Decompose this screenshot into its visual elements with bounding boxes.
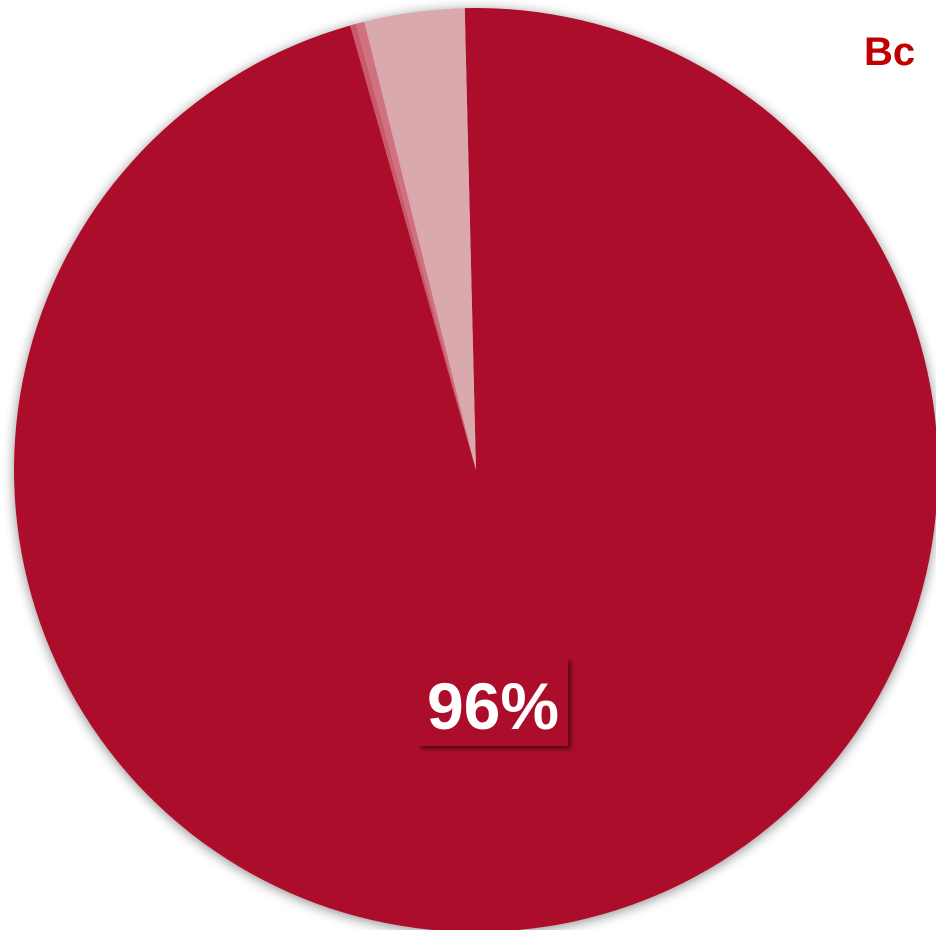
pie-slice-3 [355,21,476,470]
pie-slice-2 [350,23,476,470]
data-label-1: 96% [427,669,559,743]
pie-slices [14,8,936,930]
pie-slice-1 [14,8,936,930]
pie-data-labels: 96% [418,658,568,746]
legend-entry-label: Вс [864,30,916,74]
pie-slice-4 [364,8,476,470]
data-label-box-1 [418,658,568,746]
